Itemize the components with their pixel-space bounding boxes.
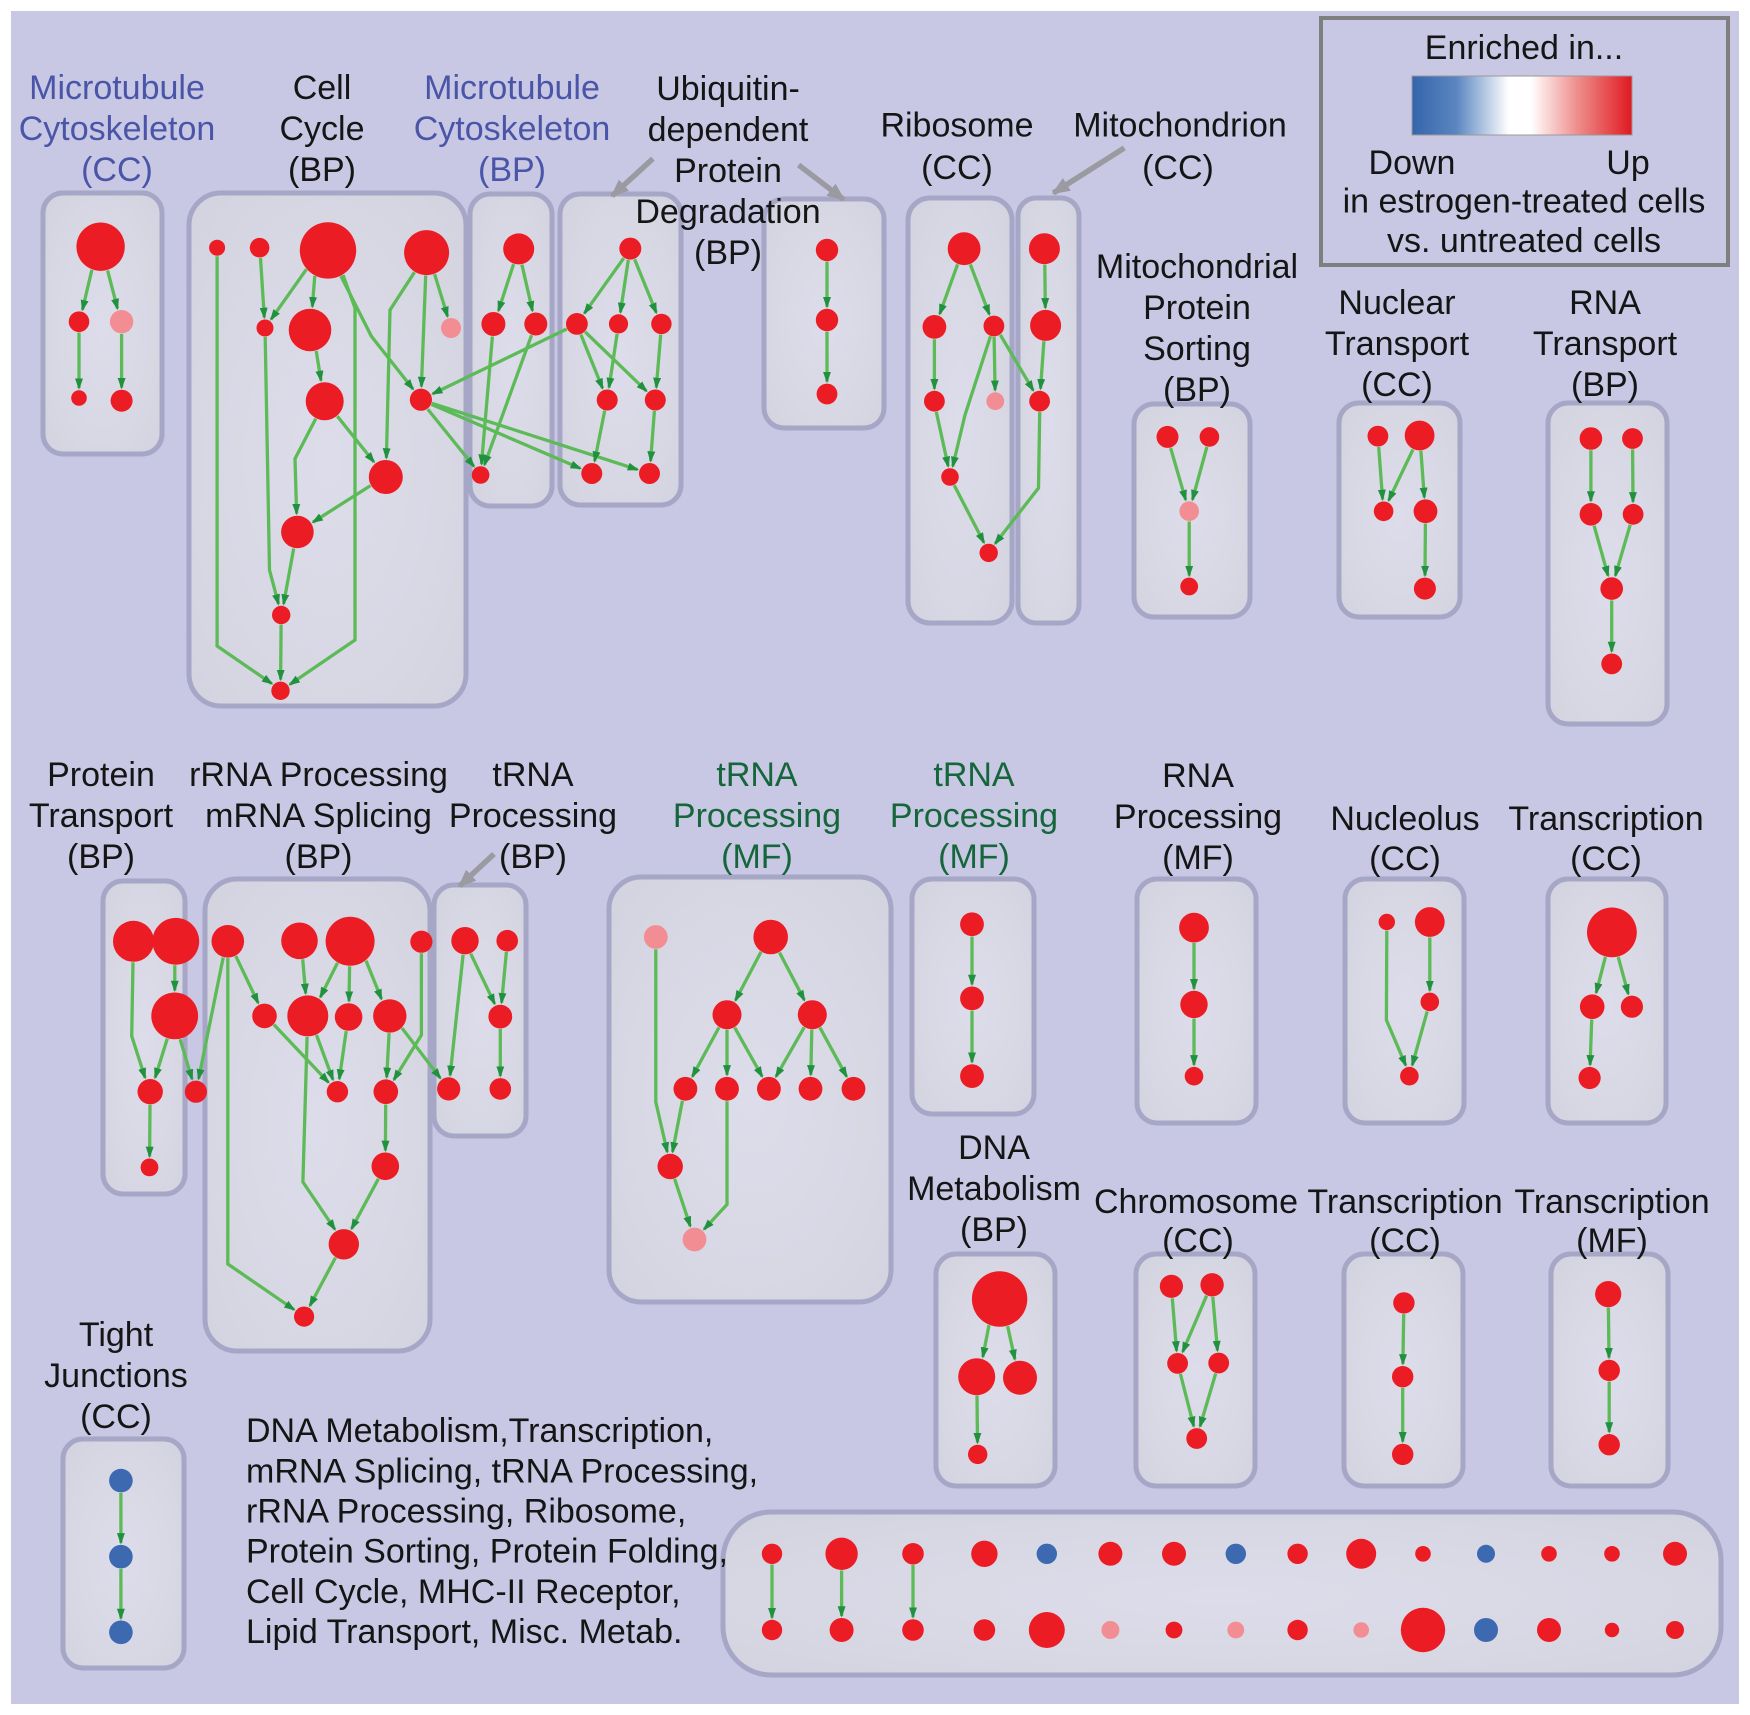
svg-text:(BP): (BP) bbox=[285, 838, 353, 876]
svg-text:Mitochondrion: Mitochondrion bbox=[1073, 106, 1287, 144]
svg-text:(BP): (BP) bbox=[499, 838, 567, 876]
svg-text:RNA: RNA bbox=[1569, 284, 1641, 322]
svg-text:Lipid Transport, Misc. Metab.: Lipid Transport, Misc. Metab. bbox=[246, 1613, 683, 1651]
svg-text:(CC): (CC) bbox=[81, 151, 153, 189]
svg-text:Transport: Transport bbox=[1325, 325, 1470, 363]
svg-text:vs. untreated cells: vs. untreated cells bbox=[1387, 222, 1661, 260]
svg-text:DNA Metabolism,Transcription,: DNA Metabolism,Transcription, bbox=[246, 1412, 713, 1450]
svg-text:mRNA Splicing: mRNA Splicing bbox=[205, 797, 432, 835]
svg-text:Sorting: Sorting bbox=[1143, 330, 1251, 368]
svg-text:(BP): (BP) bbox=[288, 151, 356, 189]
svg-text:(MF): (MF) bbox=[721, 838, 793, 876]
svg-text:Protein Sorting, Protein Foldi: Protein Sorting, Protein Folding, bbox=[246, 1533, 728, 1571]
svg-text:Up: Up bbox=[1606, 144, 1649, 182]
svg-text:Cytoskeleton: Cytoskeleton bbox=[19, 110, 216, 148]
svg-text:Junctions: Junctions bbox=[44, 1357, 188, 1395]
svg-text:Tight: Tight bbox=[79, 1316, 154, 1354]
svg-text:(BP): (BP) bbox=[694, 234, 762, 272]
svg-text:Cytoskeleton: Cytoskeleton bbox=[414, 110, 611, 148]
svg-text:rRNA Processing, Ribosome,: rRNA Processing, Ribosome, bbox=[246, 1493, 686, 1531]
svg-text:Cell: Cell bbox=[293, 69, 352, 107]
svg-text:dependent: dependent bbox=[648, 111, 809, 149]
svg-text:in estrogen-treated cells: in estrogen-treated cells bbox=[1343, 183, 1706, 221]
svg-text:(CC): (CC) bbox=[1369, 840, 1441, 878]
svg-text:mRNA Splicing, tRNA Processing: mRNA Splicing, tRNA Processing, bbox=[246, 1452, 758, 1490]
svg-text:(BP): (BP) bbox=[1571, 366, 1639, 404]
svg-text:DNA: DNA bbox=[958, 1129, 1030, 1167]
svg-text:Degradation: Degradation bbox=[635, 193, 820, 231]
svg-text:Nuclear: Nuclear bbox=[1338, 284, 1455, 322]
svg-text:Cell Cycle, MHC-II Receptor,: Cell Cycle, MHC-II Receptor, bbox=[246, 1573, 681, 1611]
svg-text:(CC): (CC) bbox=[1369, 1222, 1441, 1260]
svg-text:Microtubule: Microtubule bbox=[424, 69, 600, 107]
svg-text:Transport: Transport bbox=[1533, 325, 1678, 363]
svg-text:tRNA: tRNA bbox=[492, 756, 574, 794]
svg-text:(MF): (MF) bbox=[1576, 1222, 1648, 1260]
svg-text:Processing: Processing bbox=[1114, 798, 1282, 836]
svg-text:tRNA: tRNA bbox=[716, 756, 798, 794]
svg-text:(BP): (BP) bbox=[1163, 371, 1231, 409]
svg-text:Enriched in...: Enriched in... bbox=[1425, 29, 1623, 67]
svg-text:(CC): (CC) bbox=[1142, 149, 1214, 187]
svg-text:Protein: Protein bbox=[1143, 289, 1251, 327]
svg-text:Down: Down bbox=[1369, 144, 1456, 182]
svg-text:Processing: Processing bbox=[449, 797, 617, 835]
svg-text:Processing: Processing bbox=[673, 797, 841, 835]
svg-text:Transcription: Transcription bbox=[1508, 800, 1703, 838]
svg-text:Protein: Protein bbox=[47, 756, 155, 794]
svg-text:Transcription: Transcription bbox=[1514, 1183, 1709, 1221]
svg-text:(CC): (CC) bbox=[1162, 1222, 1234, 1260]
svg-text:Mitochondrial: Mitochondrial bbox=[1096, 248, 1298, 286]
svg-text:Chromosome: Chromosome bbox=[1094, 1183, 1298, 1221]
svg-text:Ribosome: Ribosome bbox=[880, 106, 1033, 144]
svg-text:Transport: Transport bbox=[29, 797, 174, 835]
svg-text:(CC): (CC) bbox=[921, 149, 993, 187]
svg-text:(CC): (CC) bbox=[1570, 840, 1642, 878]
svg-text:(MF): (MF) bbox=[938, 838, 1010, 876]
svg-text:(CC): (CC) bbox=[80, 1398, 152, 1436]
svg-text:Nucleolus: Nucleolus bbox=[1330, 800, 1479, 838]
svg-text:(CC): (CC) bbox=[1361, 366, 1433, 404]
svg-text:RNA: RNA bbox=[1162, 757, 1234, 795]
svg-text:(MF): (MF) bbox=[1162, 839, 1234, 877]
svg-text:Ubiquitin-: Ubiquitin- bbox=[656, 70, 800, 108]
svg-text:Metabolism: Metabolism bbox=[907, 1170, 1081, 1208]
svg-text:rRNA Processing: rRNA Processing bbox=[189, 756, 448, 794]
svg-text:Transcription: Transcription bbox=[1307, 1183, 1502, 1221]
svg-text:(BP): (BP) bbox=[960, 1211, 1028, 1249]
svg-text:(BP): (BP) bbox=[67, 838, 135, 876]
svg-text:Processing: Processing bbox=[890, 797, 1058, 835]
svg-text:Microtubule: Microtubule bbox=[29, 69, 205, 107]
svg-text:Cycle: Cycle bbox=[279, 110, 364, 148]
svg-text:Protein: Protein bbox=[674, 152, 782, 190]
svg-text:tRNA: tRNA bbox=[933, 756, 1015, 794]
svg-text:(BP): (BP) bbox=[478, 151, 546, 189]
